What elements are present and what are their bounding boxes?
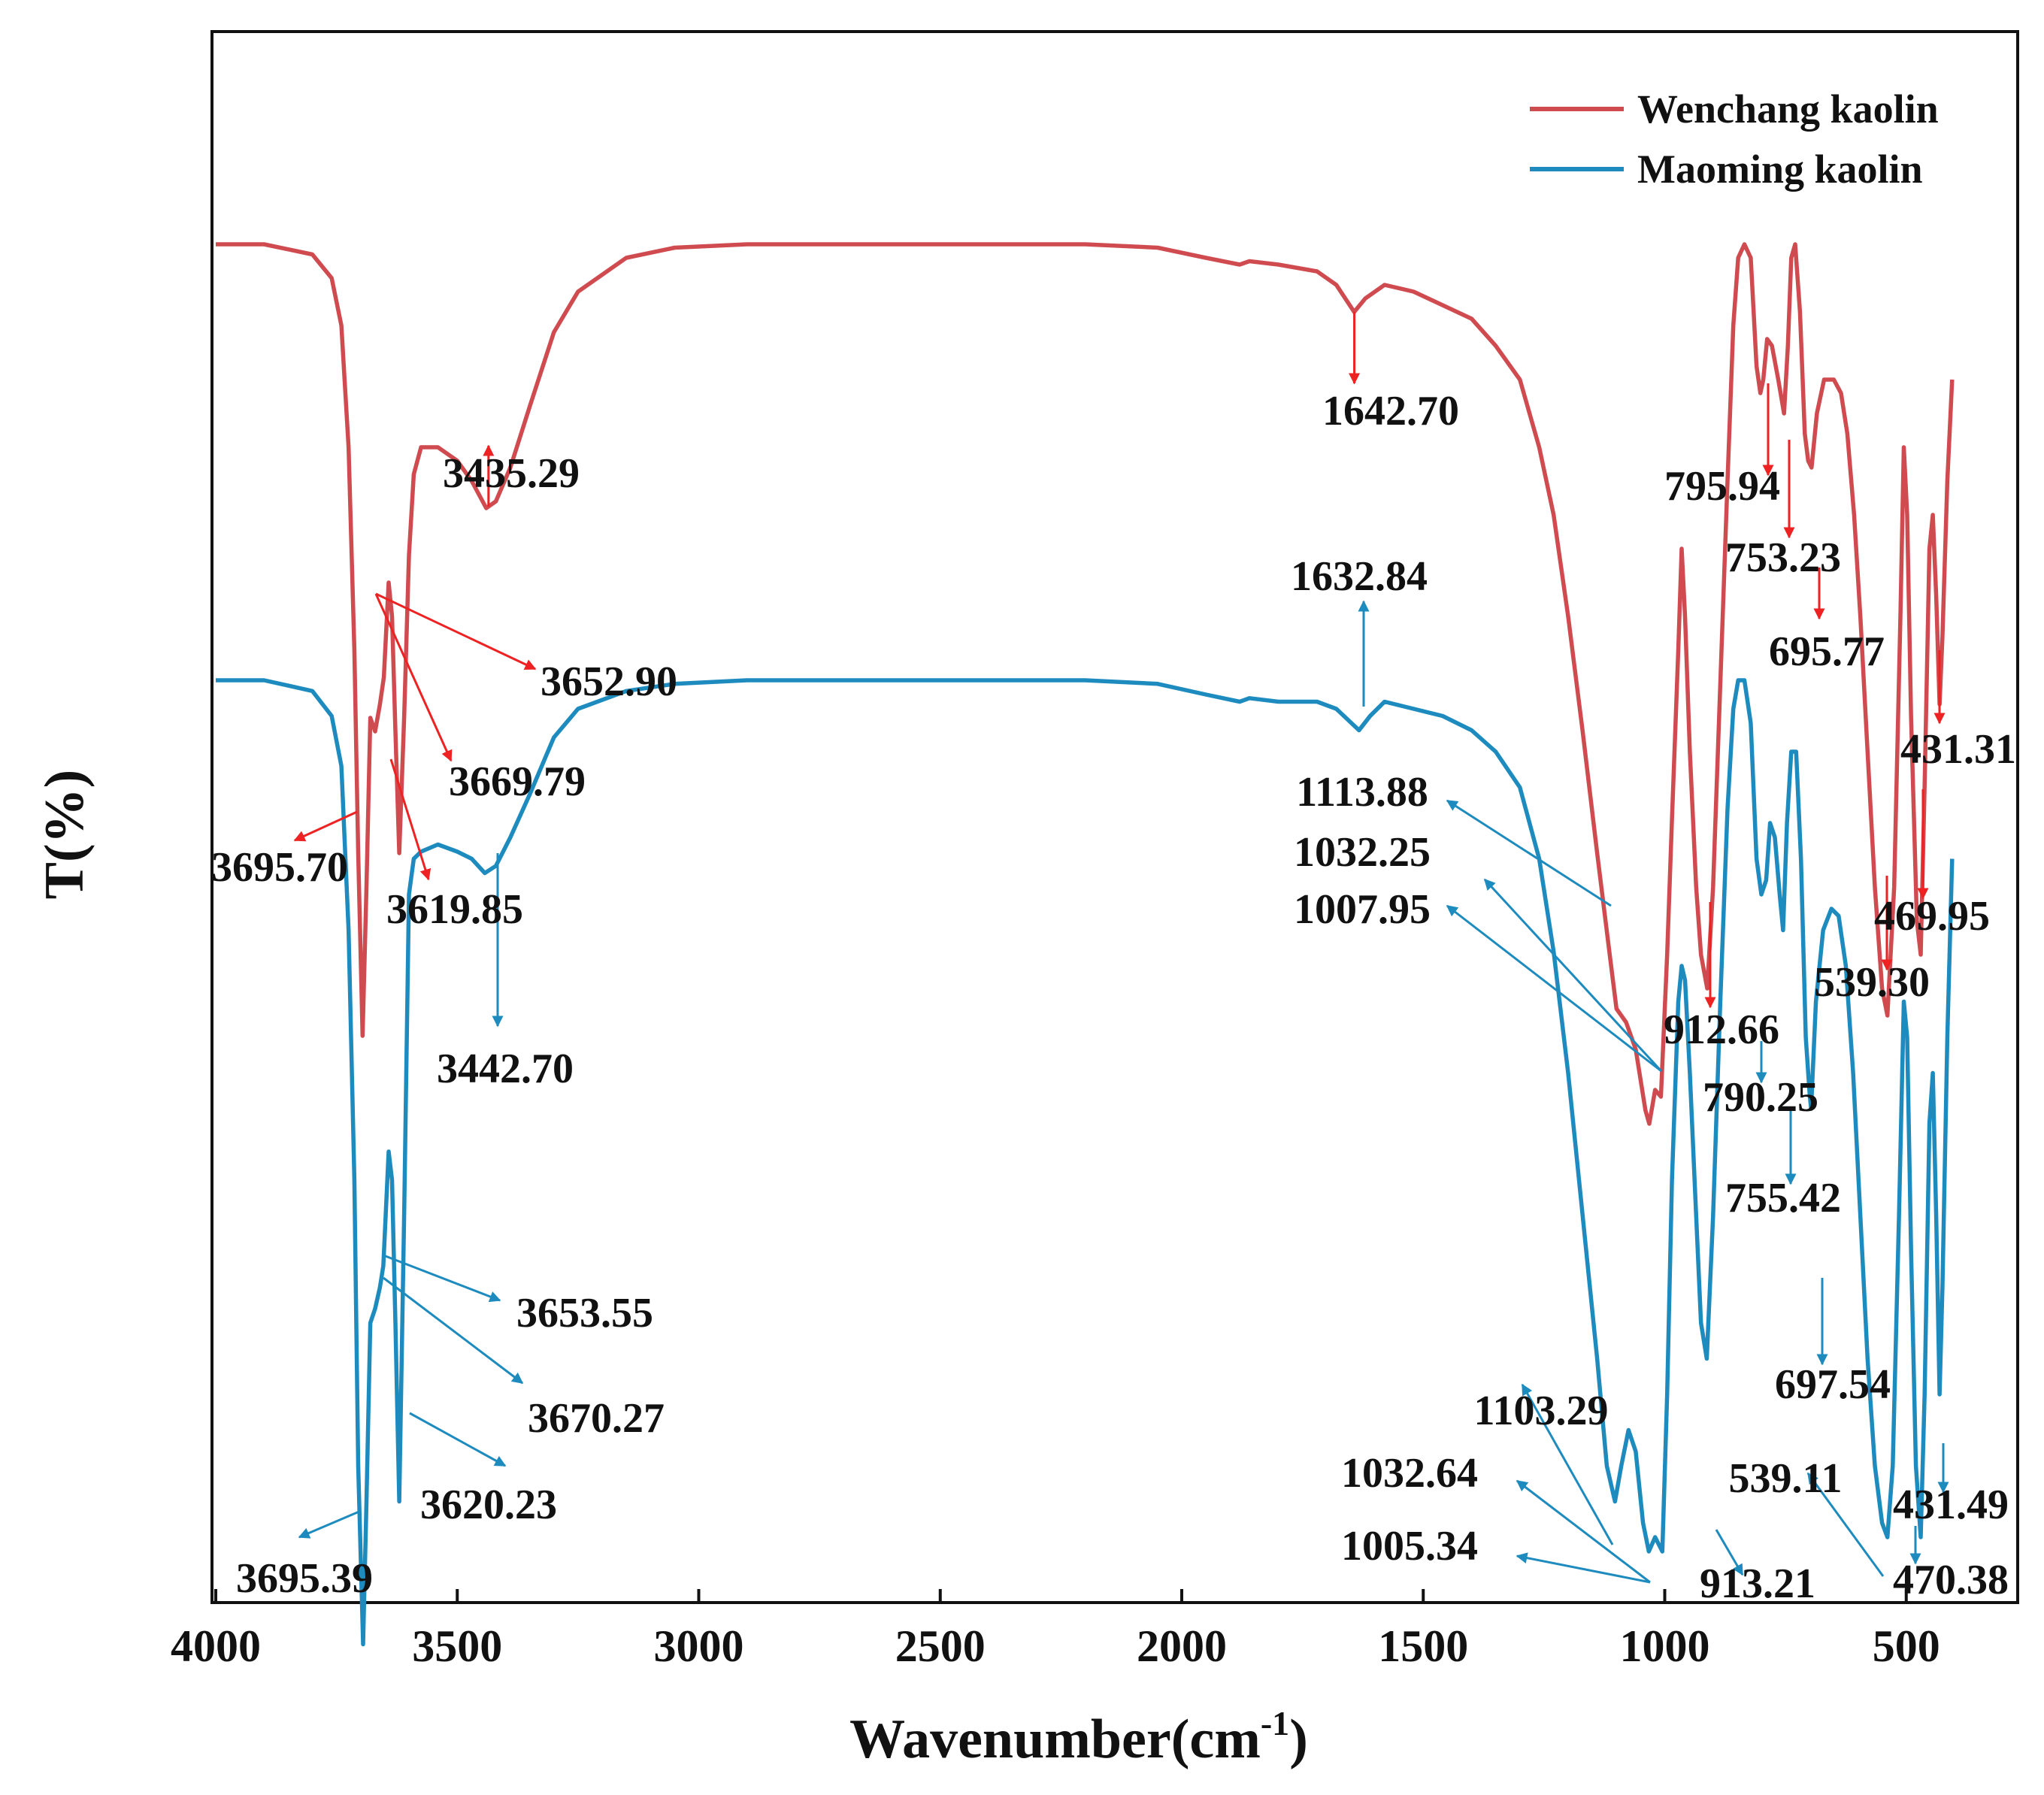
- annotation-label-6: 795.94: [1664, 463, 1780, 510]
- annotation-label-21: 3653.55: [516, 1290, 653, 1336]
- annotation-label-1: 1642.70: [1322, 388, 1459, 434]
- annotation-label-19: 755.42: [1725, 1175, 1841, 1221]
- annotation-label-10: 469.95: [1874, 893, 1990, 940]
- annotation-label-16: 1632.84: [1291, 553, 1428, 600]
- annotation-label-11: 539.30: [1814, 959, 1930, 1006]
- annotation-label-20: 697.54: [1775, 1361, 1891, 1408]
- x-axis-label-close: ): [1289, 1709, 1308, 1770]
- legend: Wenchang kaolin Maoming kaolin: [1530, 86, 1939, 192]
- annotation-label-31: 470.38: [1893, 1557, 2009, 1603]
- x-tick-label-5: 1500: [1378, 1621, 1468, 1671]
- annotation-label-9: 431.31: [1900, 726, 2016, 773]
- x-axis-label-superscript: -1: [1261, 1704, 1289, 1742]
- annotation-label-27: 1005.34: [1341, 1523, 1478, 1569]
- annotation-labels: 3435.29 1642.70 3652.90 3669.79 3695.70 3619.…: [211, 388, 2016, 1607]
- annotation-label-28: 913.21: [1700, 1560, 1815, 1607]
- annotation-label-24: 3695.39: [236, 1555, 373, 1602]
- annotation-label-18: 790.25: [1703, 1074, 1818, 1121]
- annotation-label-8: 695.77: [1769, 628, 1885, 675]
- x-tick-label-2: 3000: [654, 1621, 744, 1671]
- annotation-label-25: 1103.29: [1474, 1388, 1609, 1434]
- annotation-label-14: 1032.25: [1294, 829, 1431, 876]
- x-tick-label-3: 2500: [895, 1621, 986, 1671]
- x-tick-label-4: 2000: [1137, 1621, 1227, 1671]
- annotation-label-15: 1007.95: [1294, 886, 1431, 933]
- annotation-label-23: 3620.23: [420, 1482, 557, 1528]
- annotation-arrow-14: [1483, 878, 1663, 1073]
- legend-label-0: Wenchang kaolin: [1637, 86, 1939, 132]
- x-tick-label-0: 4000: [171, 1621, 261, 1671]
- annotation-arrows: [293, 311, 1949, 1584]
- x-tick-label-6: 1000: [1620, 1621, 1710, 1671]
- annotation-arrow-3: [374, 593, 453, 762]
- annotation-label-26: 1032.64: [1341, 1450, 1478, 1497]
- annotation-arrow-13: [1446, 799, 1612, 907]
- x-axis-label: Wavenumber(cm-1): [849, 1704, 1308, 1770]
- y-axis-label: T(%): [34, 770, 95, 900]
- annotation-arrow-24: [298, 1509, 362, 1539]
- annotation-label-0: 3435.29: [443, 450, 580, 497]
- annotation-arrow-22: [383, 1276, 524, 1385]
- x-axis: 4000 3500 3000 2500 2000 1500 1000 500: [171, 1589, 1940, 1671]
- plot-frame: [210, 30, 2019, 1604]
- legend-label-1: Maoming kaolin: [1637, 147, 1923, 192]
- annotation-label-7: 753.23: [1725, 534, 1841, 581]
- annotation-label-30: 431.49: [1893, 1482, 2009, 1528]
- series-line-wenchang: [216, 242, 1955, 1126]
- x-tick-label-1: 3500: [412, 1621, 502, 1671]
- x-tick-label-7: 500: [1873, 1621, 1940, 1671]
- annotation-label-12: 912.66: [1664, 1006, 1779, 1053]
- annotation-label-29: 539.11: [1729, 1455, 1843, 1502]
- annotation-arrow-2: [375, 592, 537, 670]
- annotation-arrow-15: [1446, 904, 1662, 1073]
- x-axis-label-text: Wavenumber(cm: [849, 1709, 1261, 1770]
- annotation-label-13: 1113.88: [1296, 769, 1428, 816]
- series-line-maoming: [216, 678, 1955, 1647]
- annotation-label-22: 3670.27: [528, 1395, 665, 1442]
- annotation-arrow-25: [1521, 1383, 1614, 1545]
- annotation-label-5: 3619.85: [386, 886, 523, 933]
- annotation-arrow-26: [1516, 1479, 1651, 1584]
- annotation-arrow-4: [293, 810, 358, 842]
- annotation-label-4: 3695.70: [211, 844, 348, 891]
- annotation-arrow-27: [1516, 1552, 1651, 1584]
- annotation-label-2: 3652.90: [541, 658, 677, 705]
- annotation-label-3: 3669.79: [449, 758, 586, 805]
- annotation-arrow-23: [409, 1412, 507, 1467]
- annotation-arrow-5: [389, 758, 432, 881]
- annotation-label-17: 3442.70: [437, 1046, 574, 1092]
- annotation-arrow-21: [383, 1254, 501, 1303]
- annotation-arrow-28: [1715, 1529, 1744, 1576]
- annotation-arrow-29: [1806, 1472, 1885, 1577]
- series-layer: [216, 242, 1955, 1647]
